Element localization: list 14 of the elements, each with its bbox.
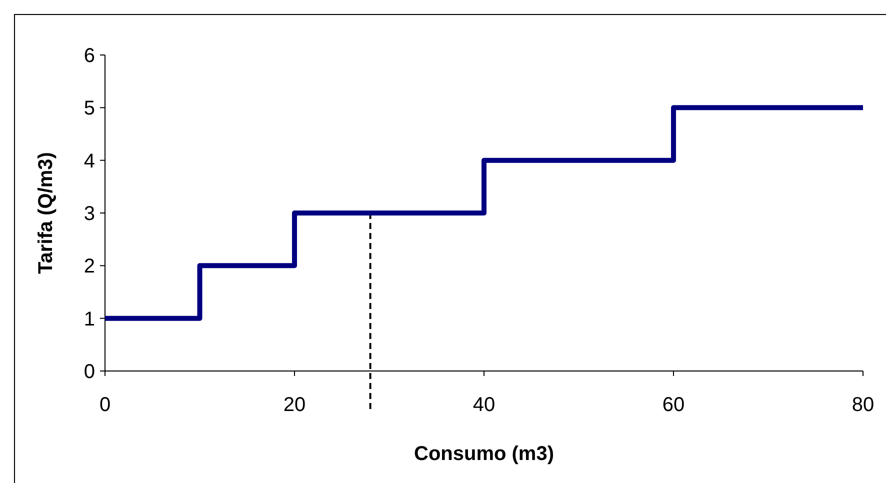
y-tick-label: 4 <box>84 150 95 172</box>
y-axis-title: Tarifa (Q/m3) <box>35 152 57 274</box>
y-tick-label: 3 <box>84 203 95 225</box>
x-tick-label: 0 <box>99 394 111 416</box>
x-tick-label: 20 <box>283 394 306 416</box>
x-axis-title: Consumo (m3) <box>414 443 554 465</box>
y-tick-label: 6 <box>84 45 95 67</box>
x-tick-label: 80 <box>852 394 874 416</box>
x-tick-label: 40 <box>472 394 496 416</box>
y-tick-label: 5 <box>84 98 95 120</box>
y-tick-label: 1 <box>84 308 95 330</box>
x-tick-label: 60 <box>662 394 685 416</box>
y-tick-label: 2 <box>84 256 95 278</box>
y-tick-label: 0 <box>84 361 95 383</box>
